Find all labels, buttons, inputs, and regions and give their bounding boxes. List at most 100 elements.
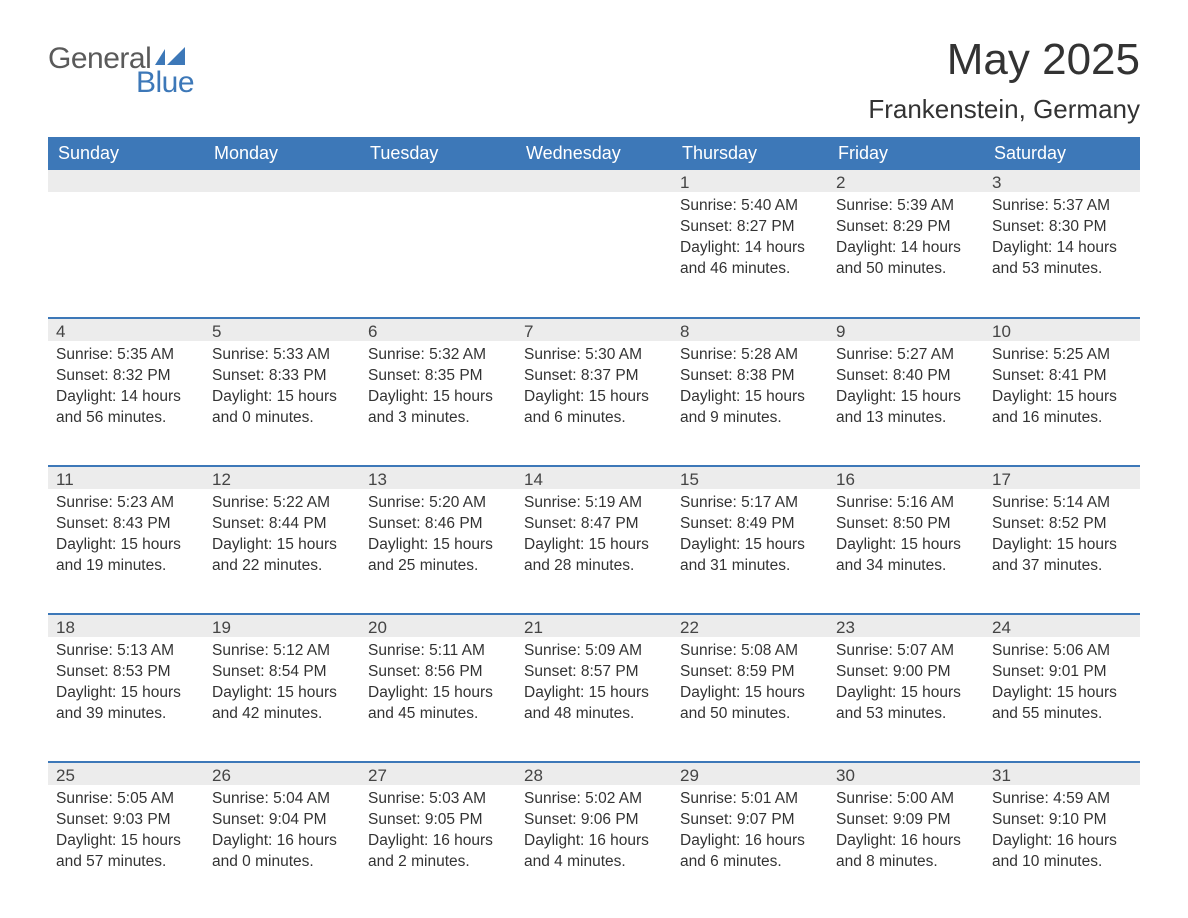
sunrise-text: Sunrise: 5:11 AM (368, 641, 508, 662)
logo: General Blue (48, 42, 194, 100)
calendar-day-cell: 8Sunrise: 5:28 AMSunset: 8:38 PMDaylight… (672, 318, 828, 466)
daylight-text: Daylight: 15 hours and 39 minutes. (56, 683, 196, 725)
sunset-text: Sunset: 8:29 PM (836, 217, 976, 238)
day-details: Sunrise: 5:08 AMSunset: 8:59 PMDaylight:… (672, 637, 828, 729)
day-number: 13 (360, 467, 516, 489)
calendar-day-cell: 26Sunrise: 5:04 AMSunset: 9:04 PMDayligh… (204, 762, 360, 910)
sunrise-text: Sunrise: 5:12 AM (212, 641, 352, 662)
calendar-day-cell: 28Sunrise: 5:02 AMSunset: 9:06 PMDayligh… (516, 762, 672, 910)
calendar-page: General Blue May 2025 Frankenstein, Germ… (0, 0, 1188, 918)
day-details: Sunrise: 5:33 AMSunset: 8:33 PMDaylight:… (204, 341, 360, 433)
day-number: 24 (984, 615, 1140, 637)
day-details: Sunrise: 5:00 AMSunset: 9:09 PMDaylight:… (828, 785, 984, 877)
day-header: Saturday (984, 137, 1140, 170)
day-number: 25 (48, 763, 204, 785)
day-details: Sunrise: 4:59 AMSunset: 9:10 PMDaylight:… (984, 785, 1140, 877)
sunrise-text: Sunrise: 5:16 AM (836, 493, 976, 514)
day-details (360, 192, 516, 200)
day-details: Sunrise: 5:19 AMSunset: 8:47 PMDaylight:… (516, 489, 672, 581)
sunrise-text: Sunrise: 5:39 AM (836, 196, 976, 217)
day-number: 5 (204, 319, 360, 341)
day-details: Sunrise: 5:27 AMSunset: 8:40 PMDaylight:… (828, 341, 984, 433)
sunrise-text: Sunrise: 5:19 AM (524, 493, 664, 514)
day-number: 27 (360, 763, 516, 785)
day-header: Tuesday (360, 137, 516, 170)
daylight-text: Daylight: 15 hours and 9 minutes. (680, 387, 820, 429)
calendar-day-cell: 23Sunrise: 5:07 AMSunset: 9:00 PMDayligh… (828, 614, 984, 762)
daylight-text: Daylight: 15 hours and 3 minutes. (368, 387, 508, 429)
day-number (204, 170, 360, 192)
daylight-text: Daylight: 15 hours and 45 minutes. (368, 683, 508, 725)
calendar-day-cell: 16Sunrise: 5:16 AMSunset: 8:50 PMDayligh… (828, 466, 984, 614)
daylight-text: Daylight: 15 hours and 13 minutes. (836, 387, 976, 429)
sunrise-text: Sunrise: 5:30 AM (524, 345, 664, 366)
daylight-text: Daylight: 14 hours and 56 minutes. (56, 387, 196, 429)
day-number: 26 (204, 763, 360, 785)
sunrise-text: Sunrise: 5:20 AM (368, 493, 508, 514)
sunrise-text: Sunrise: 5:14 AM (992, 493, 1132, 514)
daylight-text: Daylight: 16 hours and 2 minutes. (368, 831, 508, 873)
day-details: Sunrise: 5:37 AMSunset: 8:30 PMDaylight:… (984, 192, 1140, 284)
day-header: Monday (204, 137, 360, 170)
daylight-text: Daylight: 14 hours and 50 minutes. (836, 238, 976, 280)
day-number: 16 (828, 467, 984, 489)
sunrise-text: Sunrise: 5:23 AM (56, 493, 196, 514)
sunrise-text: Sunrise: 5:40 AM (680, 196, 820, 217)
day-number: 3 (984, 170, 1140, 192)
daylight-text: Daylight: 16 hours and 0 minutes. (212, 831, 352, 873)
sunrise-text: Sunrise: 5:05 AM (56, 789, 196, 810)
calendar-day-cell (516, 170, 672, 318)
calendar-day-cell: 21Sunrise: 5:09 AMSunset: 8:57 PMDayligh… (516, 614, 672, 762)
day-details: Sunrise: 5:23 AMSunset: 8:43 PMDaylight:… (48, 489, 204, 581)
day-number: 1 (672, 170, 828, 192)
daylight-text: Daylight: 15 hours and 28 minutes. (524, 535, 664, 577)
calendar-day-cell: 20Sunrise: 5:11 AMSunset: 8:56 PMDayligh… (360, 614, 516, 762)
day-details: Sunrise: 5:16 AMSunset: 8:50 PMDaylight:… (828, 489, 984, 581)
sunset-text: Sunset: 8:38 PM (680, 366, 820, 387)
day-number: 2 (828, 170, 984, 192)
sunset-text: Sunset: 9:10 PM (992, 810, 1132, 831)
sunset-text: Sunset: 9:06 PM (524, 810, 664, 831)
calendar-day-cell: 4Sunrise: 5:35 AMSunset: 8:32 PMDaylight… (48, 318, 204, 466)
sunset-text: Sunset: 8:44 PM (212, 514, 352, 535)
calendar-day-cell: 10Sunrise: 5:25 AMSunset: 8:41 PMDayligh… (984, 318, 1140, 466)
sunrise-text: Sunrise: 5:04 AM (212, 789, 352, 810)
day-number: 8 (672, 319, 828, 341)
title-block: May 2025 Frankenstein, Germany (868, 36, 1140, 125)
sunrise-text: Sunrise: 5:33 AM (212, 345, 352, 366)
day-number: 14 (516, 467, 672, 489)
daylight-text: Daylight: 14 hours and 46 minutes. (680, 238, 820, 280)
day-details (516, 192, 672, 200)
calendar-day-cell: 3Sunrise: 5:37 AMSunset: 8:30 PMDaylight… (984, 170, 1140, 318)
day-details: Sunrise: 5:32 AMSunset: 8:35 PMDaylight:… (360, 341, 516, 433)
calendar-day-cell: 13Sunrise: 5:20 AMSunset: 8:46 PMDayligh… (360, 466, 516, 614)
day-details: Sunrise: 5:11 AMSunset: 8:56 PMDaylight:… (360, 637, 516, 729)
sunrise-text: Sunrise: 5:22 AM (212, 493, 352, 514)
sunrise-text: Sunrise: 5:00 AM (836, 789, 976, 810)
calendar-day-cell: 27Sunrise: 5:03 AMSunset: 9:05 PMDayligh… (360, 762, 516, 910)
calendar-day-cell: 14Sunrise: 5:19 AMSunset: 8:47 PMDayligh… (516, 466, 672, 614)
day-details: Sunrise: 5:09 AMSunset: 8:57 PMDaylight:… (516, 637, 672, 729)
daylight-text: Daylight: 15 hours and 19 minutes. (56, 535, 196, 577)
calendar-table: Sunday Monday Tuesday Wednesday Thursday… (48, 137, 1140, 910)
daylight-text: Daylight: 15 hours and 22 minutes. (212, 535, 352, 577)
day-number (48, 170, 204, 192)
day-details: Sunrise: 5:17 AMSunset: 8:49 PMDaylight:… (672, 489, 828, 581)
month-title: May 2025 (868, 36, 1140, 84)
day-number (360, 170, 516, 192)
day-number: 19 (204, 615, 360, 637)
calendar-day-cell: 19Sunrise: 5:12 AMSunset: 8:54 PMDayligh… (204, 614, 360, 762)
day-details: Sunrise: 5:14 AMSunset: 8:52 PMDaylight:… (984, 489, 1140, 581)
sunset-text: Sunset: 8:43 PM (56, 514, 196, 535)
sunset-text: Sunset: 8:40 PM (836, 366, 976, 387)
day-header: Sunday (48, 137, 204, 170)
sunrise-text: Sunrise: 5:27 AM (836, 345, 976, 366)
daylight-text: Daylight: 15 hours and 0 minutes. (212, 387, 352, 429)
daylight-text: Daylight: 15 hours and 16 minutes. (992, 387, 1132, 429)
sunset-text: Sunset: 8:30 PM (992, 217, 1132, 238)
sunrise-text: Sunrise: 5:06 AM (992, 641, 1132, 662)
sunrise-text: Sunrise: 5:07 AM (836, 641, 976, 662)
calendar-week-row: 25Sunrise: 5:05 AMSunset: 9:03 PMDayligh… (48, 762, 1140, 910)
calendar-day-cell: 9Sunrise: 5:27 AMSunset: 8:40 PMDaylight… (828, 318, 984, 466)
calendar-day-cell: 11Sunrise: 5:23 AMSunset: 8:43 PMDayligh… (48, 466, 204, 614)
